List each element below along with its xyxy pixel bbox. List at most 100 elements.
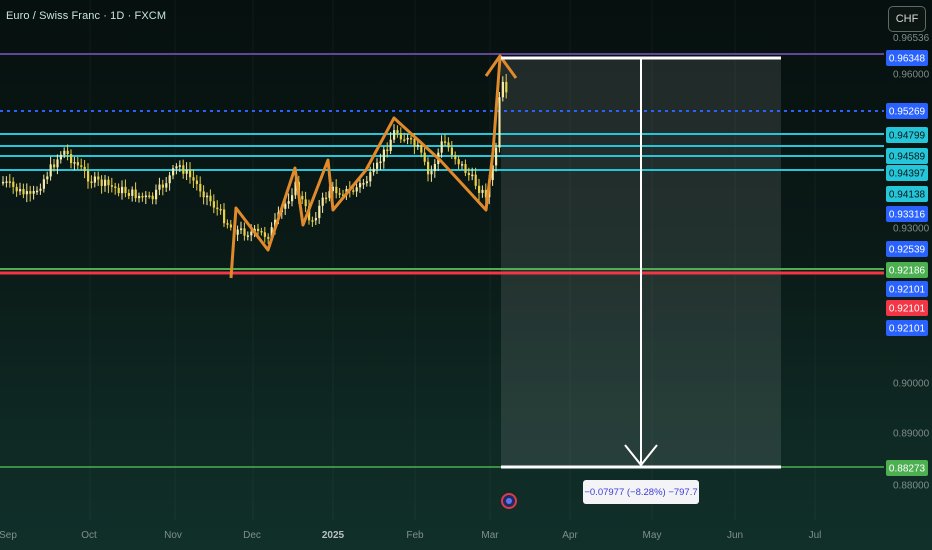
candle-body [2, 181, 5, 184]
candle-body [15, 186, 18, 192]
time-axis-label: Feb [406, 530, 424, 541]
price-tag-dotted-line: 0.95269 [889, 107, 926, 118]
price-tag-cyan-3: 0.94397 [889, 169, 926, 180]
candle-body [46, 176, 49, 180]
candle-body [87, 170, 90, 182]
candle-body [325, 197, 328, 200]
time-axis-label: 2025 [322, 530, 345, 541]
candle-body [104, 179, 107, 186]
price-tag-red-line: 0.92101 [889, 304, 926, 315]
candle-body [484, 189, 487, 198]
measure-arrowhead-icon [624, 444, 658, 467]
time-axis-label: May [643, 530, 662, 541]
price-axis-tick: 0.88000 [893, 481, 930, 492]
candle-body [287, 201, 290, 204]
candle-body [12, 181, 15, 187]
candle-body [440, 141, 443, 153]
symbol-title[interactable]: Euro / Swiss Franc · 1D · FXCM [6, 10, 167, 22]
candle-body [110, 185, 113, 187]
candle-body [267, 236, 270, 239]
candle-body [138, 195, 141, 199]
breakout-arrow-icon[interactable] [484, 54, 518, 79]
candle-body [226, 223, 229, 225]
zigzag-pattern-line[interactable] [229, 57, 502, 279]
candle-body [8, 181, 11, 183]
time-axis-label: Jun [727, 530, 743, 541]
candle-body [66, 150, 69, 155]
candle-body [178, 165, 181, 167]
candle-body [114, 186, 117, 188]
candle-body [83, 166, 86, 171]
candle-body [498, 97, 501, 148]
candle-body [301, 196, 304, 200]
price-tag-4-bg [886, 320, 928, 336]
candle-body [199, 183, 202, 192]
candle-body [246, 235, 249, 237]
candle-body [314, 218, 317, 221]
candle-body [338, 193, 341, 195]
price-axis-tick: 0.90000 [893, 379, 930, 390]
candle-body [240, 228, 243, 230]
price-tag-low: 0.93316 [889, 210, 926, 221]
candle-body [165, 183, 168, 188]
candle-body [148, 195, 151, 198]
candle-body [229, 224, 232, 228]
candle-body [158, 184, 161, 190]
time-axis-label: Mar [481, 530, 499, 541]
candle-body [161, 184, 164, 188]
candle-body [270, 227, 273, 239]
candle-body [243, 228, 246, 236]
candle-body [19, 189, 22, 192]
candle-body [185, 169, 188, 174]
candle-body [274, 219, 277, 228]
candle-body [22, 189, 25, 195]
candle-body [223, 209, 226, 224]
candle-body [291, 195, 294, 202]
measure-label: −0.07977 (−8.28%) −797.7 [583, 480, 699, 504]
candle-body [134, 189, 137, 199]
candle-body [294, 181, 297, 196]
price-tag-2: 0.92539 [889, 245, 926, 256]
candle-body [328, 191, 331, 198]
candle-body [457, 159, 460, 165]
candle-body [124, 186, 127, 194]
candle-body [427, 161, 430, 175]
candle-body [59, 154, 62, 160]
time-axis-label: Nov [164, 530, 182, 541]
candle-body [5, 181, 8, 183]
price-tag-cyan-4-bg [886, 186, 928, 202]
price-tag-green-line-bg [886, 262, 928, 278]
candle-body [430, 171, 433, 175]
candle-body [362, 183, 365, 185]
candle-body [63, 150, 66, 155]
candle-body [423, 152, 426, 162]
candle-body [399, 133, 402, 140]
candle-body [464, 164, 467, 173]
candle-body [90, 181, 93, 183]
candle-body [25, 191, 28, 195]
price-tag-3: 0.92101 [889, 285, 926, 296]
candle-body [70, 154, 73, 164]
candle-body [447, 142, 450, 148]
price-tag-purple-line-bg [886, 50, 928, 66]
candle-body [151, 195, 154, 200]
currency-button[interactable]: CHF [888, 6, 926, 32]
candle-body [189, 169, 192, 178]
price-tag-cyan-2: 0.94589 [889, 152, 926, 163]
candle-body [379, 161, 382, 164]
candle-body [474, 174, 477, 186]
candle-body [413, 138, 416, 147]
candle-body [471, 174, 474, 177]
price-tag-low-bg [886, 206, 928, 222]
candle-body [406, 137, 409, 140]
candle-body [450, 147, 453, 156]
candle-body [107, 179, 110, 186]
price-tag-dotted-line-bg [886, 103, 928, 119]
candle-body [93, 176, 96, 183]
candle-body [144, 195, 147, 198]
economic-event-icon[interactable] [501, 493, 517, 509]
price-axis-tick-top: 0.96536 [893, 33, 930, 44]
candle-body [29, 191, 32, 194]
